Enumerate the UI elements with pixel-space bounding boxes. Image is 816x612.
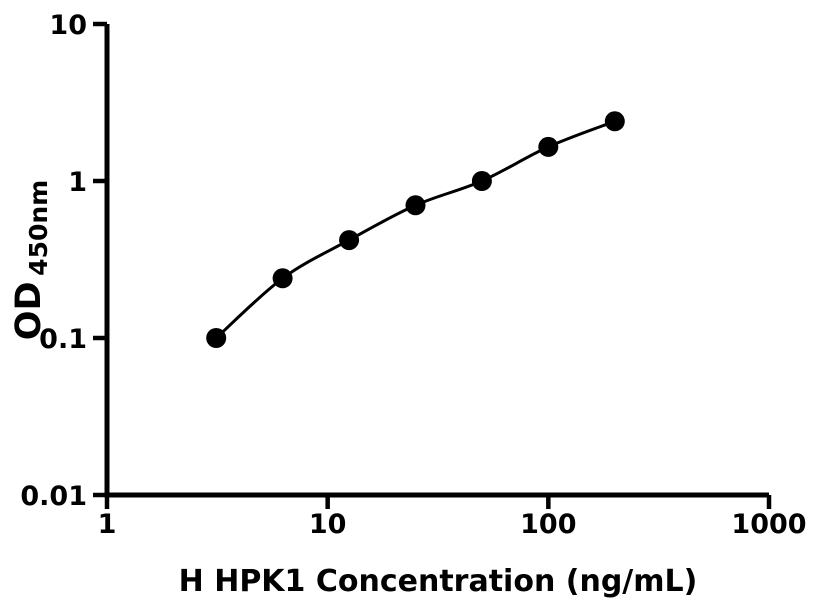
axes-group: 1 10 100 1000 0.01 0.1 1 10 <box>20 10 806 540</box>
x-tick-label: 10 <box>309 509 347 540</box>
y-axis-title-main: OD <box>9 281 49 340</box>
x-tick-label: 100 <box>520 509 576 540</box>
data-point <box>339 230 360 251</box>
y-tick-label: 10 <box>49 10 87 41</box>
y-tick-marks <box>93 21 107 498</box>
x-axis-title: H HPK1 Concentration (ng/mL) <box>179 564 698 599</box>
x-tick-labels: 1 10 100 1000 <box>98 509 807 540</box>
y-tick-label: 0.01 <box>20 481 87 512</box>
data-point <box>604 111 625 132</box>
x-tick-label: 1 <box>98 509 117 540</box>
y-axis-title-subscript: 450nm <box>24 180 53 276</box>
data-point <box>206 328 227 348</box>
data-point <box>538 136 559 157</box>
data-point <box>272 268 293 289</box>
x-tick-label: 1000 <box>731 509 806 540</box>
y-tick-label: 1 <box>68 167 87 198</box>
y-axis-title: OD 450nm <box>9 180 53 340</box>
y-tick-label: 0.1 <box>39 324 87 355</box>
data-point <box>405 195 426 216</box>
data-point <box>471 171 492 191</box>
data-point-markers <box>206 111 625 348</box>
axis-spines <box>104 24 769 498</box>
y-tick-labels: 0.01 0.1 1 10 <box>20 10 87 512</box>
x-tick-marks <box>104 495 772 509</box>
